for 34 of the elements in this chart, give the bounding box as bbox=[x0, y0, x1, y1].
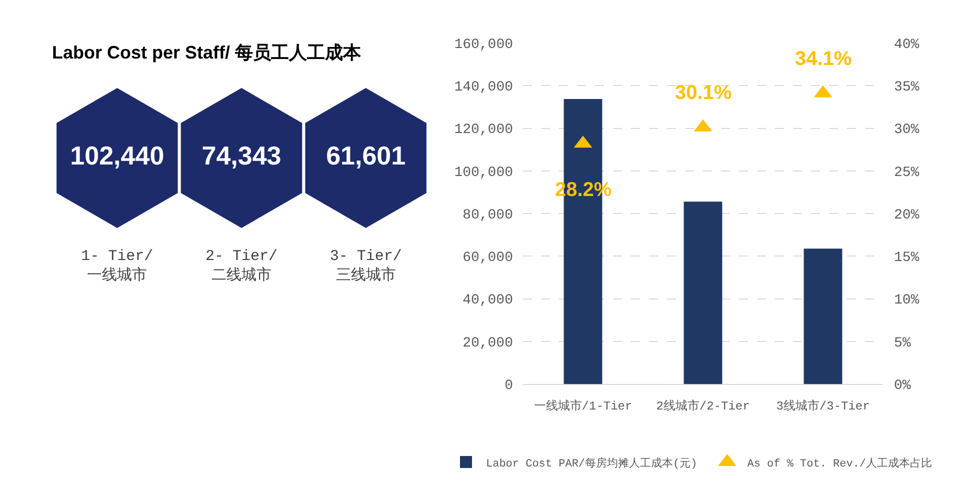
y-tick-label: 0 bbox=[504, 378, 513, 394]
category-label: 3- Tier/ 三线城市 bbox=[330, 248, 402, 284]
text: Labor Cost per Staff/ 每员工人工成本 bbox=[52, 42, 362, 62]
data-label: 30.1% bbox=[675, 82, 732, 104]
legend-label: As of % Tot. Rev./人工成本占比 bbox=[747, 456, 932, 470]
y2-tick-label: 20% bbox=[894, 207, 920, 224]
text: 74,343 bbox=[202, 140, 282, 170]
y2-tick-label: 10% bbox=[894, 292, 920, 309]
y-tick-label: 100,000 bbox=[454, 164, 513, 181]
bar bbox=[684, 202, 722, 384]
x-tick-label: 3线城市/3-Tier bbox=[776, 398, 870, 414]
y-tick-label: 140,000 bbox=[454, 80, 513, 96]
category-label: 1- Tier/ 一线城市 bbox=[81, 248, 154, 284]
y2-tick-label: 25% bbox=[894, 164, 920, 181]
legend-label: Labor Cost PAR/每房均摊人工成本(元) bbox=[486, 456, 698, 470]
y2-tick-label: 0% bbox=[894, 378, 912, 394]
text: 61,601 bbox=[326, 140, 406, 170]
category-label: 2- Tier/ 二线城市 bbox=[205, 248, 278, 284]
y-tick-label: 160,000 bbox=[454, 36, 513, 53]
y2-tick-label: 35% bbox=[894, 80, 920, 96]
bar bbox=[804, 248, 842, 384]
x-tick-label: 一线城市/1-Tier bbox=[534, 398, 632, 414]
data-label: 34.1% bbox=[795, 48, 852, 70]
y2-tick-label: 15% bbox=[894, 250, 920, 266]
y-tick-label: 60,000 bbox=[462, 250, 513, 266]
x-tick-label: 2线城市/2-Tier bbox=[656, 398, 750, 414]
y2-tick-label: 5% bbox=[894, 335, 912, 352]
y-tick-label: 120,000 bbox=[454, 122, 513, 138]
y-tick-label: 40,000 bbox=[462, 292, 513, 309]
y2-tick-label: 30% bbox=[894, 122, 920, 138]
y2-tick-label: 40% bbox=[894, 36, 920, 53]
text: 102,440 bbox=[70, 140, 164, 170]
y-tick-label: 80,000 bbox=[462, 207, 513, 224]
y-tick-label: 20,000 bbox=[462, 335, 513, 352]
